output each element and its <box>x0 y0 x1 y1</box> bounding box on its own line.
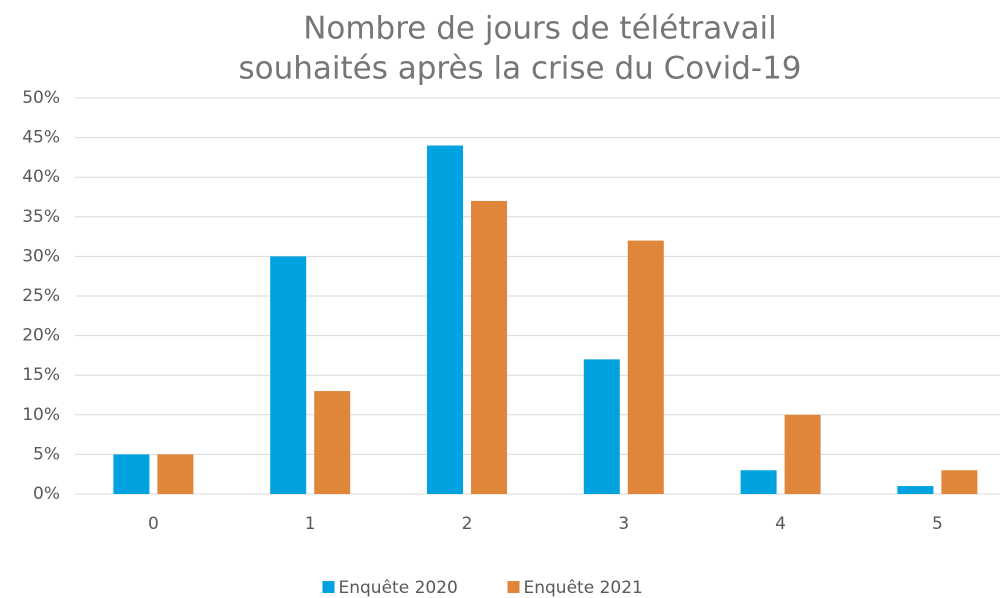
x-tick-label: 4 <box>775 514 786 534</box>
legend-swatch <box>507 581 520 593</box>
bar <box>627 240 664 494</box>
legend-swatch <box>322 581 335 593</box>
y-tick-label: 40% <box>22 167 60 187</box>
x-tick-label: 5 <box>932 514 943 534</box>
chart-title: Nombre de jours de télétravail <box>303 11 777 47</box>
bar <box>471 200 507 494</box>
y-tick-label: 0% <box>33 484 60 504</box>
y-tick-label: 35% <box>22 207 60 227</box>
bar <box>897 486 934 494</box>
x-tick-label: 2 <box>462 514 473 534</box>
y-tick-label: 50% <box>22 88 60 108</box>
x-tick-label: 0 <box>148 514 159 534</box>
bar <box>941 470 978 494</box>
x-tick-label: 3 <box>618 514 629 534</box>
chart-title: souhaités après la crise du Covid-19 <box>238 51 801 87</box>
bar <box>427 145 463 494</box>
y-tick-label: 45% <box>22 128 60 148</box>
legend-label: Enquête 2020 <box>339 578 458 598</box>
y-tick-label: 30% <box>22 246 60 266</box>
bar <box>740 470 777 494</box>
bar <box>583 359 620 494</box>
legend-label: Enquête 2021 <box>524 578 643 598</box>
y-tick-label: 25% <box>22 286 60 306</box>
bar <box>270 256 307 494</box>
bar <box>784 414 821 494</box>
y-tick-label: 20% <box>22 326 60 346</box>
bar <box>157 454 194 494</box>
bar <box>113 454 150 494</box>
y-tick-label: 15% <box>22 365 60 385</box>
y-tick-label: 5% <box>33 444 60 464</box>
x-tick-label: 1 <box>305 514 316 534</box>
y-tick-label: 10% <box>22 405 60 425</box>
bar <box>314 391 351 494</box>
